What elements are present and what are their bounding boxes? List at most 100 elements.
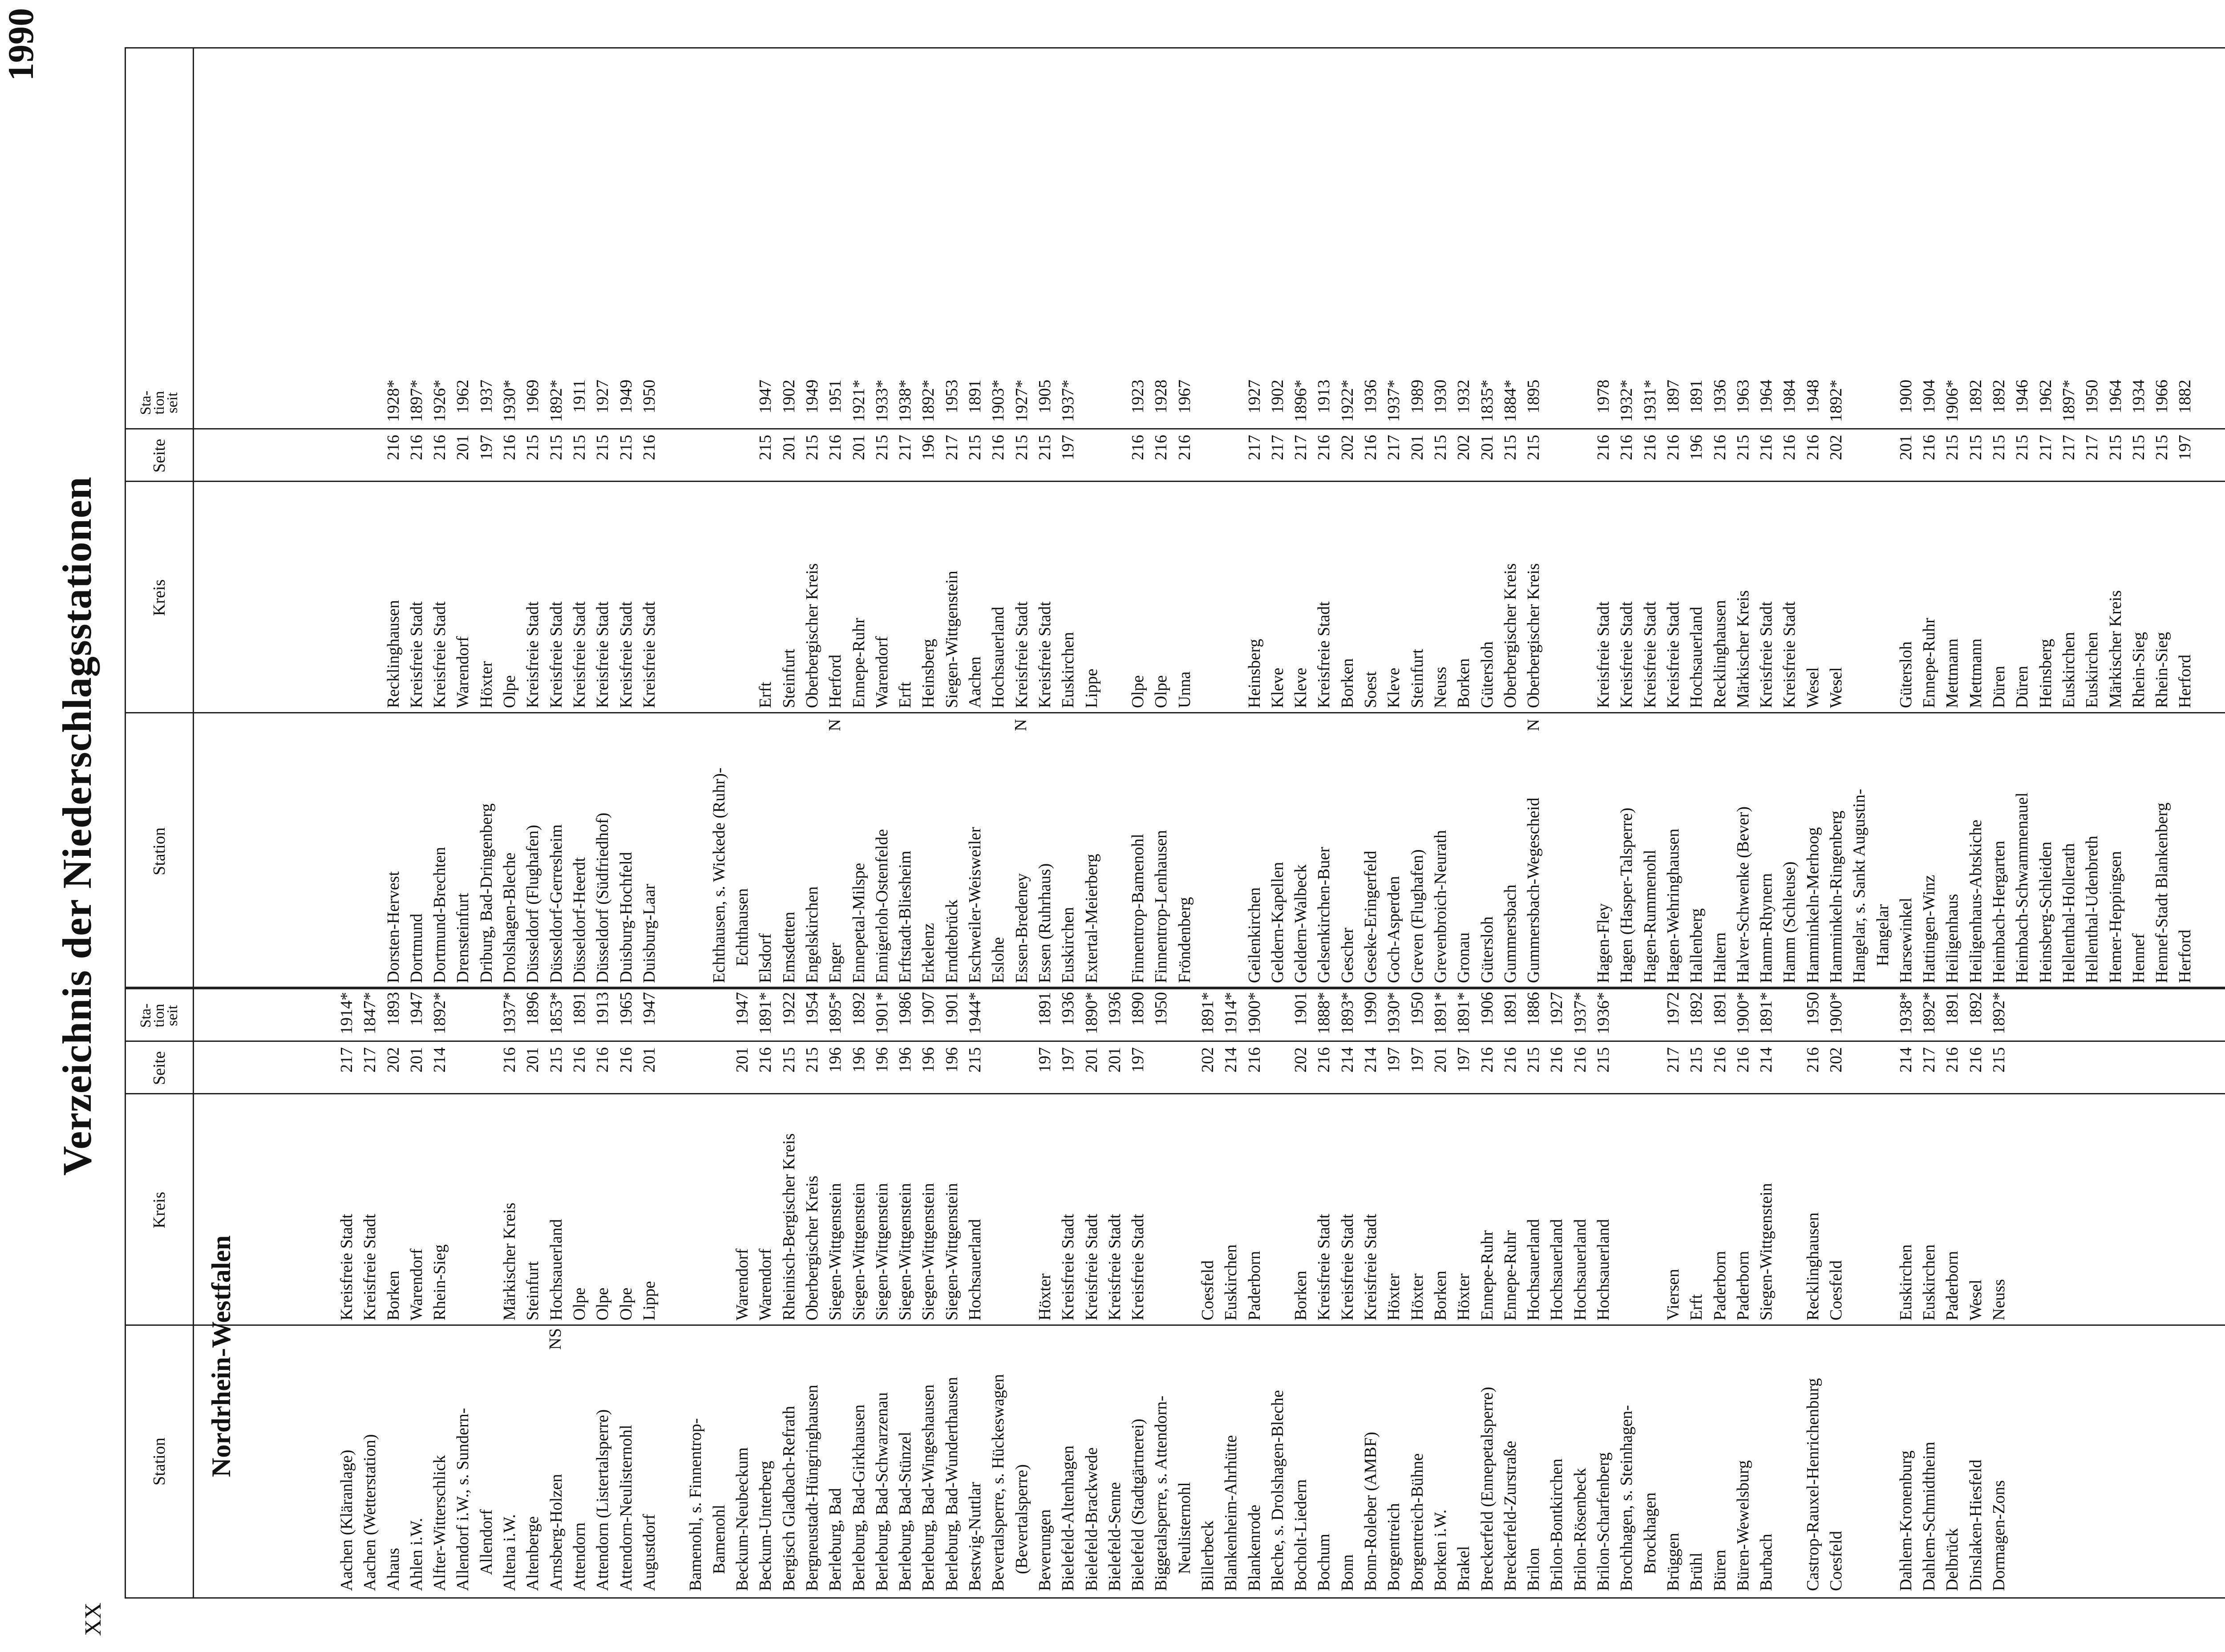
right-seite-cell: 216 xyxy=(1710,435,1729,460)
left-seite-cell: 196 xyxy=(826,1047,845,1073)
right-seit-cell: 1967 xyxy=(1175,380,1194,413)
right-station-cell xyxy=(1545,716,1568,983)
left-seite-cell: 215 xyxy=(966,1047,985,1073)
left-seite-cell: 216 xyxy=(1966,1047,1985,1073)
divider xyxy=(126,987,2225,989)
right-station-cell: Hattingen-Winz xyxy=(1920,875,1939,983)
right-kreis-cell: Kreisfreie Stadt xyxy=(593,601,612,708)
right-station-cell xyxy=(661,716,684,983)
right-seite-cell xyxy=(661,435,684,479)
right-kreis-cell: Kreisfreie Stadt xyxy=(1035,601,1054,708)
left-seite-cell: 215 xyxy=(1687,1047,1706,1073)
left-kreis-cell xyxy=(475,1098,498,1320)
right-station-cell: Hangelar xyxy=(1873,904,1892,983)
left-seit-cell: 1892* xyxy=(430,992,449,1034)
left-kreis-cell: Paderborn xyxy=(1710,1251,1729,1320)
left-kreis-cell xyxy=(1638,1098,1662,1320)
left-seit-cell: 1965 xyxy=(616,992,635,1026)
left-kreis-cell: Wesel xyxy=(1966,1279,1985,1320)
right-kreis-cell: Soest xyxy=(1361,671,1380,708)
left-seite-cell: 215 xyxy=(1524,1047,1543,1073)
divider xyxy=(126,712,2225,713)
left-station-cell: Beckum-Unterberg xyxy=(756,1461,775,1591)
header-station-right: Station xyxy=(150,827,169,875)
right-station-cell: Goch-Asperden xyxy=(1384,876,1404,983)
right-seite-cell: 215 xyxy=(1012,435,1031,460)
left-kreis-cell: Kreisfreie Stadt xyxy=(360,1214,380,1320)
right-seite-cell xyxy=(1569,435,1592,479)
left-kreis-cell: Paderborn xyxy=(1733,1251,1752,1320)
left-seit-cell xyxy=(1638,992,1662,1040)
right-kreis-cell: Rhein-Sieg xyxy=(2152,632,2172,708)
left-seite-cell xyxy=(1149,1047,1173,1092)
left-station-cell: Brilon-Bontkirchen xyxy=(1547,1458,1566,1591)
left-seite-cell: 215 xyxy=(779,1047,798,1073)
left-station-cell: Brakel xyxy=(1454,1546,1473,1591)
left-seit-cell: 1990 xyxy=(1361,992,1380,1026)
left-kreis-cell: Höxter xyxy=(1454,1273,1473,1320)
left-kreis-cell: Euskirchen xyxy=(1920,1244,1939,1320)
right-seit-cell: 1950 xyxy=(639,380,659,413)
right-kreis-cell: Siegen-Wittgenstein xyxy=(942,571,961,708)
left-kreis-cell xyxy=(1149,1098,1173,1320)
left-station-cell: Brochhagen, s. Steinhagen- xyxy=(1617,1405,1636,1591)
left-kreis-cell: Märkischer Kreis xyxy=(500,1203,519,1320)
left-seite-cell: 214 xyxy=(430,1047,449,1073)
left-kreis-cell: Lippe xyxy=(639,1281,659,1320)
left-station-cell: Neulisternohl xyxy=(1175,1482,1194,1591)
right-seit-cell: 1921* xyxy=(849,380,868,422)
left-kreis-cell: Kreisfreie Stadt xyxy=(1129,1214,1148,1320)
right-seite-cell: 215 xyxy=(1501,435,1520,460)
right-station-cell: Heiligenhaus-Abtskiche xyxy=(1966,819,1985,983)
left-station-cell: Blankenrode xyxy=(1245,1504,1264,1591)
right-seit-cell: 1951 xyxy=(826,380,845,413)
right-seite-cell: 201 xyxy=(1896,435,1915,460)
right-seit-cell xyxy=(1871,380,1894,428)
right-seite-cell xyxy=(684,435,707,479)
right-seite-cell: 216 xyxy=(639,435,659,460)
left-seit-cell: 1888* xyxy=(1315,992,1334,1034)
left-seite-cell xyxy=(684,1047,707,1092)
right-kreis-cell: Düren xyxy=(1990,666,2009,708)
left-station-cell: Aachen (Kläranlage) xyxy=(337,1450,356,1591)
left-seite-cell xyxy=(1871,1047,1894,1092)
left-seite-cell: 201 xyxy=(1082,1047,1101,1073)
right-seite-column: 216 216 216 201 197 216 215 215 215 215 215 216 215 2… xyxy=(335,435,2197,479)
right-seite-cell: 201 xyxy=(1408,435,1427,460)
left-kreis-cell: Borken xyxy=(1431,1271,1450,1320)
left-seit-cell: 1891* xyxy=(756,992,775,1034)
right-kreis-cell xyxy=(358,486,381,708)
left-station-column: Aachen (Kläranlage) Aachen (Wetterstation… xyxy=(335,1328,2011,1591)
right-seit-cell: 1950 xyxy=(2083,380,2102,413)
right-station-cell: Finnentrop-Lenhausen xyxy=(1152,830,1171,983)
right-seit-cell: 1978 xyxy=(1594,380,1613,413)
right-kreis-cell: Mettmann xyxy=(1966,638,1985,708)
right-kreis-cell: Steinfurt xyxy=(779,649,798,708)
left-seite-cell: 197 xyxy=(1129,1047,1148,1073)
left-station-cell: Bonn xyxy=(1338,1554,1357,1591)
left-seit-cell: 1914* xyxy=(1222,992,1241,1034)
right-seit-cell: 1904 xyxy=(1920,380,1939,413)
left-seite-cell: 201 xyxy=(639,1047,659,1073)
right-kreis-cell: Kreisfreie Stadt xyxy=(1640,601,1659,708)
right-kreis-cell: Erft xyxy=(896,681,915,708)
left-station-cell: Delbrück xyxy=(1943,1528,1962,1591)
right-seite-cell: 202 xyxy=(1338,435,1357,460)
right-station-cell xyxy=(684,716,707,983)
right-station-cell: Hennef xyxy=(2129,933,2148,983)
left-seite-cell: 196 xyxy=(919,1047,938,1073)
right-station-cell xyxy=(335,716,358,983)
left-kreis-cell: Coesfeld xyxy=(1198,1260,1217,1320)
right-kreis-cell xyxy=(1196,486,1219,708)
right-station-cell: Düsseldorf-Gerresheim xyxy=(546,824,566,983)
right-seite-cell xyxy=(1545,435,1568,479)
left-kreis-cell xyxy=(451,1098,474,1320)
right-kreis-cell: Oberbergischer Kreis xyxy=(1501,563,1520,708)
left-station-cell: Blankenheim-Ahrhütte xyxy=(1222,1435,1241,1591)
right-seit-cell: 1891 xyxy=(1687,380,1706,413)
right-seite-cell: 217 xyxy=(2059,435,2078,460)
left-kreis-cell xyxy=(1010,1098,1033,1320)
left-seit-cell: 1936* xyxy=(1594,992,1613,1034)
right-station-cell: Düsseldorf-Heerdt xyxy=(570,857,589,983)
right-station-cell: Engelskirchen xyxy=(802,886,821,983)
